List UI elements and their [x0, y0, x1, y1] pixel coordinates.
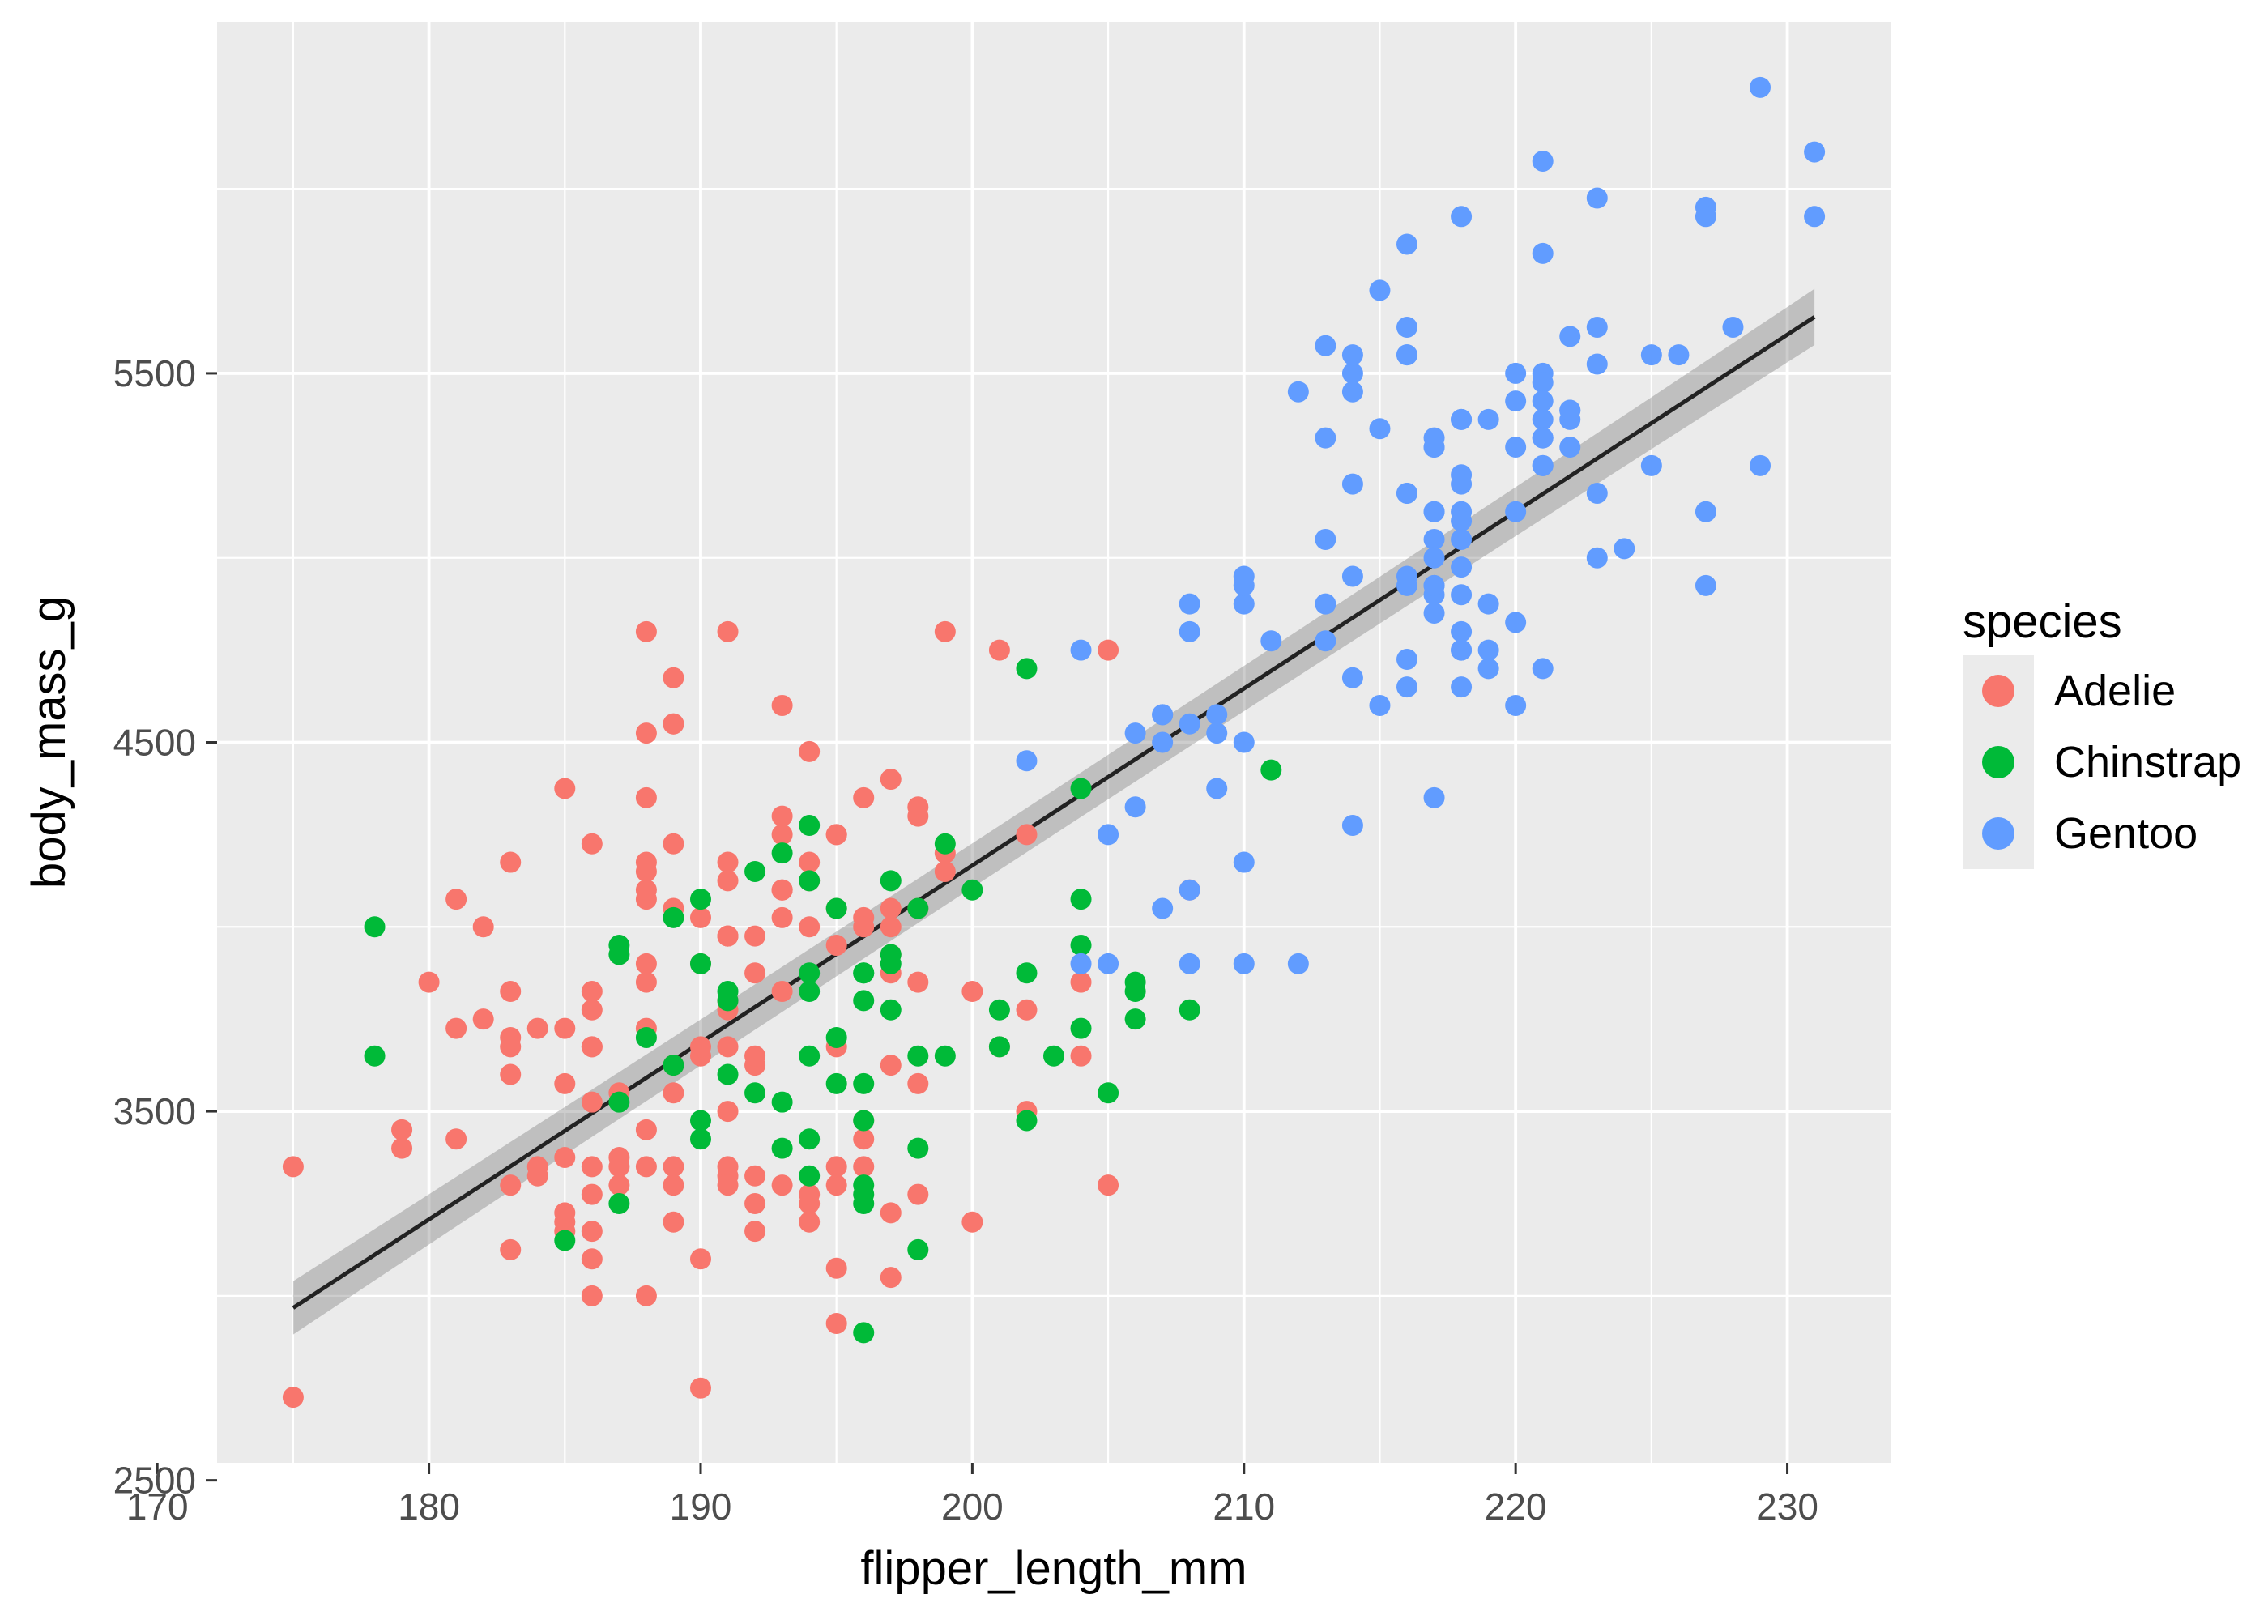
svg-text:5500: 5500	[113, 352, 196, 394]
svg-text:190: 190	[670, 1485, 732, 1528]
svg-text:Adelie: Adelie	[2054, 667, 2176, 715]
svg-text:3500: 3500	[113, 1090, 196, 1132]
svg-text:220: 220	[1485, 1485, 1547, 1528]
svg-text:body_mass_g: body_mass_g	[23, 596, 75, 889]
svg-text:species: species	[1963, 595, 2122, 648]
svg-text:4500: 4500	[113, 722, 196, 764]
svg-text:2500: 2500	[113, 1460, 196, 1502]
svg-text:flipper_length_mm: flipper_length_mm	[860, 1542, 1247, 1595]
svg-text:Chinstrap: Chinstrap	[2054, 738, 2241, 786]
svg-text:Gentoo: Gentoo	[2054, 809, 2198, 858]
svg-text:180: 180	[398, 1485, 460, 1528]
svg-text:210: 210	[1213, 1485, 1275, 1528]
svg-text:230: 230	[1756, 1485, 1818, 1528]
svg-text:200: 200	[941, 1485, 1004, 1528]
